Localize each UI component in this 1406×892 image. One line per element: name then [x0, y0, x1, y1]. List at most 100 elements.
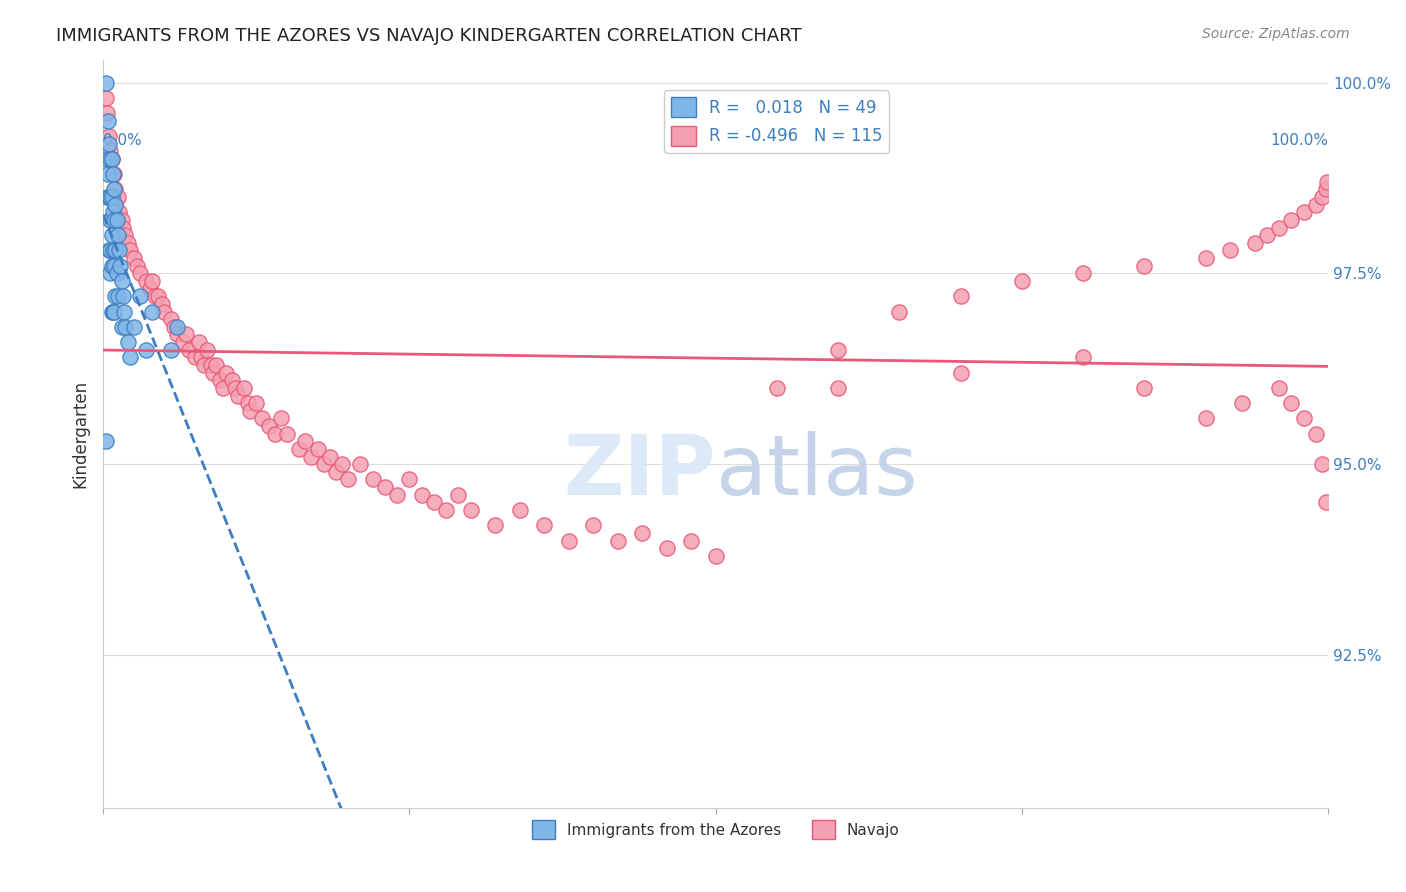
- Point: [1279, 396, 1302, 410]
- Point: [434, 503, 457, 517]
- Point: [153, 304, 176, 318]
- Point: [120, 244, 142, 258]
- Point: [159, 312, 181, 326]
- Point: [200, 358, 222, 372]
- Point: [766, 381, 789, 395]
- Point: [100, 244, 122, 258]
- Point: [533, 518, 555, 533]
- Point: [205, 358, 228, 372]
- Point: [1243, 235, 1265, 250]
- Point: [128, 289, 150, 303]
- Point: [307, 442, 329, 456]
- Point: [105, 266, 128, 280]
- Point: [110, 319, 132, 334]
- Point: [288, 442, 311, 456]
- Point: [100, 228, 122, 243]
- Point: [1305, 426, 1327, 441]
- Point: [184, 351, 207, 365]
- Point: [101, 244, 124, 258]
- Point: [94, 434, 117, 449]
- Point: [270, 411, 292, 425]
- Point: [127, 259, 149, 273]
- Point: [163, 319, 186, 334]
- Point: [166, 327, 188, 342]
- Point: [214, 366, 236, 380]
- Text: Source: ZipAtlas.com: Source: ZipAtlas.com: [1202, 27, 1350, 41]
- Point: [221, 373, 243, 387]
- Point: [103, 167, 125, 181]
- Point: [1305, 197, 1327, 211]
- Point: [128, 266, 150, 280]
- Point: [263, 426, 285, 441]
- Point: [1232, 396, 1254, 410]
- Point: [105, 213, 128, 227]
- Point: [111, 220, 134, 235]
- Text: IMMIGRANTS FROM THE AZORES VS NAVAJO KINDERGARTEN CORRELATION CHART: IMMIGRANTS FROM THE AZORES VS NAVAJO KIN…: [56, 27, 801, 45]
- Point: [236, 396, 259, 410]
- Point: [1310, 190, 1333, 204]
- Point: [159, 343, 181, 357]
- Point: [96, 190, 118, 204]
- Point: [1219, 244, 1241, 258]
- Point: [460, 503, 482, 517]
- Point: [655, 541, 678, 556]
- Point: [1292, 205, 1315, 219]
- Point: [104, 289, 127, 303]
- Text: ZIP: ZIP: [564, 431, 716, 512]
- Point: [299, 450, 322, 464]
- Point: [98, 136, 121, 151]
- Point: [1292, 411, 1315, 425]
- Text: 0.0%: 0.0%: [103, 133, 142, 148]
- Point: [122, 251, 145, 265]
- Point: [135, 343, 157, 357]
- Point: [949, 289, 972, 303]
- Point: [120, 351, 142, 365]
- Point: [294, 434, 316, 449]
- Point: [606, 533, 628, 548]
- Point: [319, 450, 342, 464]
- Point: [117, 235, 139, 250]
- Point: [187, 334, 209, 349]
- Point: [104, 197, 127, 211]
- Point: [107, 190, 129, 204]
- Point: [100, 145, 122, 159]
- Point: [94, 75, 117, 89]
- Point: [411, 488, 433, 502]
- Point: [100, 266, 122, 280]
- Point: [98, 244, 121, 258]
- Point: [176, 327, 198, 342]
- Point: [100, 213, 122, 227]
- Point: [239, 404, 262, 418]
- Point: [101, 167, 124, 181]
- Point: [103, 182, 125, 196]
- Point: [100, 259, 122, 273]
- Point: [385, 488, 408, 502]
- Point: [141, 274, 163, 288]
- Point: [1071, 266, 1094, 280]
- Point: [208, 373, 231, 387]
- Point: [108, 205, 131, 219]
- Point: [98, 190, 121, 204]
- Point: [150, 297, 173, 311]
- Point: [107, 228, 129, 243]
- Point: [100, 152, 122, 166]
- Point: [245, 396, 267, 410]
- Point: [110, 274, 132, 288]
- Point: [1310, 457, 1333, 471]
- Point: [1315, 495, 1337, 509]
- Point: [827, 343, 849, 357]
- Point: [330, 457, 353, 471]
- Point: [101, 190, 124, 204]
- Point: [1256, 228, 1278, 243]
- Point: [704, 549, 727, 563]
- Point: [110, 259, 132, 273]
- Point: [631, 525, 654, 540]
- Point: [101, 205, 124, 219]
- Point: [252, 411, 274, 425]
- Point: [104, 182, 127, 196]
- Y-axis label: Kindergarten: Kindergarten: [72, 380, 89, 488]
- Point: [233, 381, 256, 395]
- Point: [325, 465, 347, 479]
- Point: [202, 366, 225, 380]
- Point: [103, 213, 125, 227]
